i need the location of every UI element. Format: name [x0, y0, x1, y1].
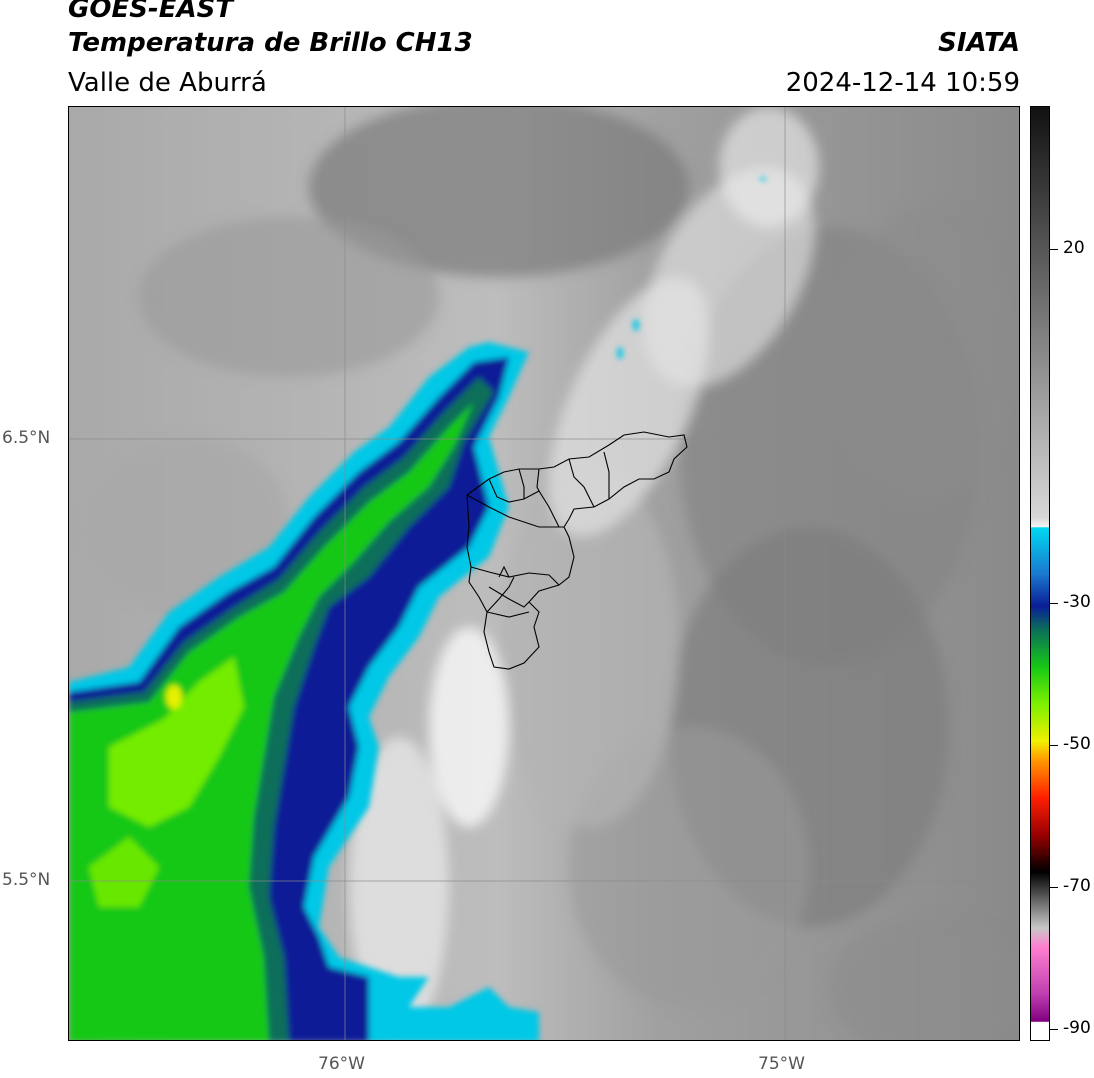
agency-label: SIATA: [938, 28, 1020, 58]
colorbar-label-minus-70: -70: [1063, 876, 1091, 896]
colorbar-label-minus-90: -90: [1063, 1018, 1091, 1038]
lat-label-5-5: 5.5°N: [2, 870, 51, 890]
colorbar-tick: [1050, 249, 1058, 250]
lon-label-76w: 76°W: [318, 1054, 365, 1074]
satellite-map: [68, 106, 1020, 1041]
colorbar-tick: [1050, 887, 1058, 888]
colorbar-tick: [1050, 745, 1058, 746]
colorbar-label-20: 20: [1063, 238, 1085, 258]
lon-label-75w: 75°W: [758, 1054, 805, 1074]
datetime-label: 2024-12-14 10:59: [785, 68, 1020, 98]
gray-texture: [89, 107, 1019, 1040]
subtitle-region: Valle de Aburrá: [68, 68, 267, 98]
colorbar-tick: [1050, 603, 1058, 604]
valle-outline: [466, 431, 688, 670]
title-product: Temperatura de Brillo CH13: [68, 28, 473, 58]
temperature-colorbar: [1030, 106, 1050, 1041]
colorbar-label-minus-30: -30: [1063, 592, 1091, 612]
colorbar-tick: [1050, 1029, 1058, 1030]
lat-label-6-5: 6.5°N: [2, 428, 51, 448]
map-canvas: [69, 107, 1019, 1040]
title-satellite: GOES-EAST: [68, 0, 234, 24]
municipal-boundaries: [466, 431, 688, 670]
colorbar-label-minus-50: -50: [1063, 734, 1091, 754]
colorbar-canvas: [1031, 107, 1049, 1040]
